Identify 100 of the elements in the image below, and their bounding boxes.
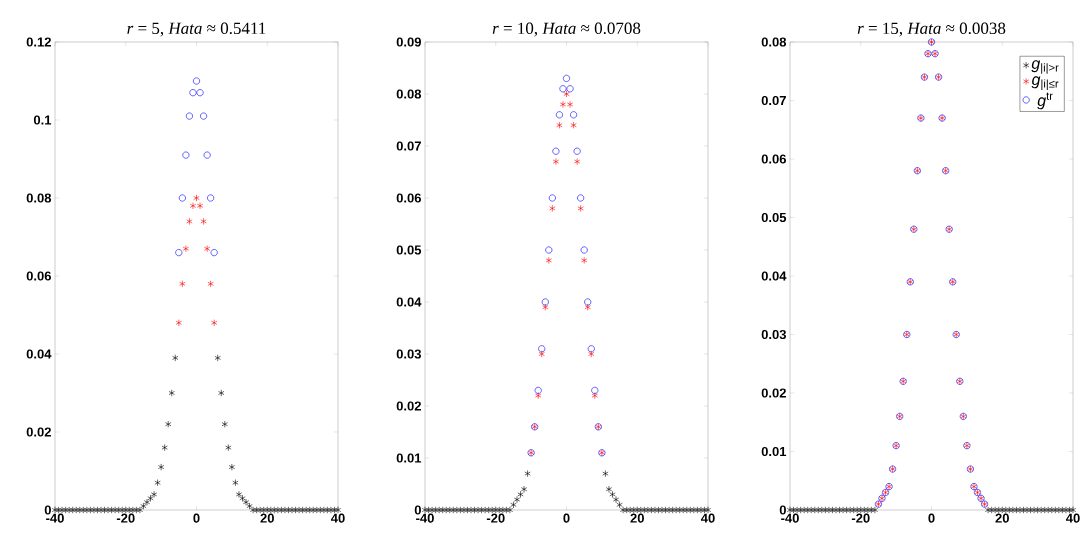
point	[450, 506, 457, 514]
point	[651, 506, 659, 514]
point	[570, 111, 578, 119]
point	[818, 506, 825, 514]
point	[648, 506, 655, 514]
y-tick-label: 0.02	[26, 427, 51, 437]
y-tick-label: 0	[44, 505, 51, 515]
point	[573, 147, 581, 155]
point	[808, 506, 815, 514]
point	[580, 246, 588, 254]
point	[186, 217, 193, 225]
point	[475, 506, 482, 514]
point	[1020, 506, 1027, 514]
point	[503, 506, 510, 514]
point	[1016, 506, 1024, 514]
y-tick-label: 0.06	[761, 154, 786, 164]
y-tick-label: 0.04	[761, 271, 787, 281]
point	[453, 506, 460, 514]
point	[185, 112, 193, 120]
point	[510, 501, 517, 509]
point	[189, 202, 197, 210]
point	[545, 246, 553, 254]
y-tick-label: 0.04	[396, 297, 422, 307]
x-tick-label: 0	[928, 513, 935, 523]
point	[690, 506, 697, 514]
y-tick-label: 0.08	[396, 89, 422, 99]
point	[203, 151, 211, 159]
point	[676, 506, 683, 514]
y-tick-label: 0.07	[396, 141, 421, 151]
point	[189, 89, 197, 97]
point	[548, 194, 556, 202]
point	[524, 470, 531, 478]
point	[545, 256, 552, 264]
point	[1055, 506, 1062, 514]
point	[666, 506, 673, 514]
y-tick-label: 0.03	[761, 329, 786, 340]
point	[655, 506, 662, 514]
point	[1052, 506, 1059, 514]
point	[687, 506, 694, 514]
x-tick-label: 20	[630, 513, 644, 523]
point	[566, 100, 574, 108]
x-tick-label: 40	[330, 513, 345, 523]
legend-label: g$^{tr}$	[1037, 92, 1053, 110]
point	[471, 506, 478, 514]
point	[574, 158, 581, 166]
point	[591, 392, 598, 400]
x-tick-label: 20	[260, 513, 274, 523]
point	[697, 506, 704, 514]
point	[566, 85, 574, 93]
point	[584, 298, 592, 306]
x-tick-label: -40	[46, 513, 64, 523]
x-tick-label: -20	[851, 513, 870, 523]
x-tick-label: 40	[700, 513, 715, 523]
point	[602, 470, 609, 478]
point	[811, 506, 818, 514]
point	[985, 506, 992, 514]
point	[179, 280, 186, 288]
point	[1038, 506, 1045, 514]
point	[538, 345, 546, 353]
point	[485, 506, 492, 514]
point	[182, 245, 189, 253]
point	[534, 386, 542, 394]
point	[482, 506, 489, 514]
point	[850, 506, 857, 514]
point	[588, 350, 595, 358]
y-tick-label: 0.03	[396, 349, 421, 359]
point	[549, 204, 556, 212]
point	[436, 506, 443, 514]
point	[581, 256, 588, 264]
y-tick-label: 0.01	[396, 453, 422, 463]
x-tick-label: -40	[416, 513, 434, 523]
point	[794, 506, 801, 514]
point	[193, 194, 200, 202]
point	[556, 121, 563, 129]
point	[207, 194, 215, 202]
point	[804, 506, 811, 514]
y-tick-label: 0.08	[761, 37, 787, 47]
point	[1041, 506, 1048, 514]
point	[467, 506, 475, 514]
y-tick-label: 0	[779, 505, 786, 515]
point	[517, 490, 524, 498]
point	[591, 386, 599, 394]
point	[559, 85, 567, 93]
y-tick-label: 0.05	[761, 212, 787, 223]
point	[429, 506, 436, 514]
point	[1045, 506, 1052, 514]
y-tick-label: 0.1	[33, 115, 52, 125]
point	[457, 506, 464, 514]
point	[988, 506, 995, 514]
point	[662, 506, 669, 514]
x-tick-label: 40	[1065, 513, 1080, 523]
point	[542, 303, 549, 311]
point	[478, 506, 485, 514]
point	[832, 506, 840, 514]
point	[868, 506, 875, 514]
point	[829, 506, 836, 514]
y-tick-label: 0.02	[396, 401, 421, 411]
point	[207, 280, 214, 288]
point	[825, 506, 832, 514]
point	[584, 303, 591, 311]
